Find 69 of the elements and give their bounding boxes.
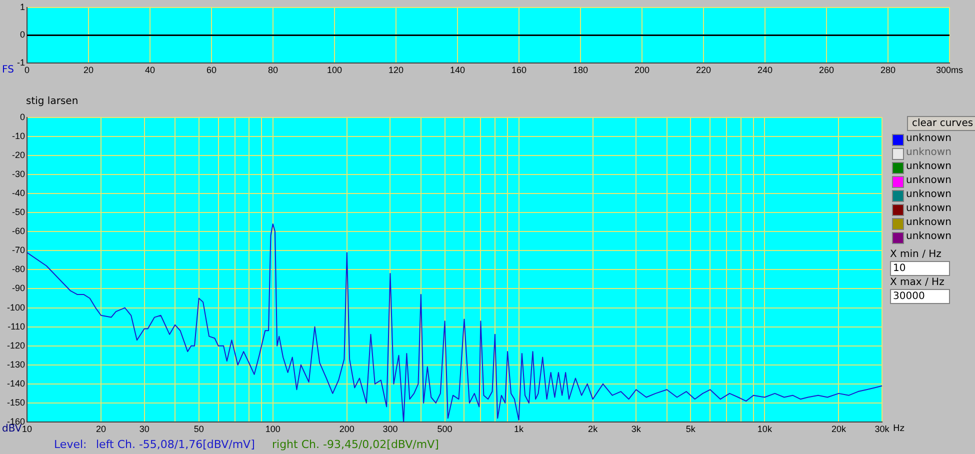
y-axis-title: dBV	[2, 424, 22, 435]
y-tick-label: -110	[8, 321, 25, 332]
text: left Ch. -55,08/1,76[dBV/mV]	[96, 438, 255, 451]
text: X max / Hz	[890, 277, 944, 288]
x-tick-label: 260	[818, 64, 834, 75]
x-tick-label: 200	[339, 424, 354, 434]
text: 30000	[890, 289, 950, 304]
text: unknown	[906, 189, 952, 200]
x-tick-label: 280	[880, 64, 896, 75]
y-tick-label: -20	[12, 150, 25, 160]
x-tick-label: 40	[144, 64, 156, 75]
x-tick-label: 140	[450, 64, 466, 75]
y-tick-label: -90	[12, 283, 25, 294]
y-tick-label: -150	[6, 397, 25, 408]
text: unknown	[906, 147, 952, 158]
text: right Ch. -93,45/0,02[dBV/mV]	[272, 438, 439, 451]
y-tick-label: 1	[20, 2, 25, 12]
y-tick-label: 0	[20, 30, 25, 40]
text: clear curves	[907, 116, 975, 131]
x-tick-label: 240	[757, 64, 773, 75]
x-tick-label: 5k	[686, 424, 696, 434]
y-tick-label: -10	[12, 130, 25, 141]
text: unknown	[906, 133, 952, 144]
x-tick-label: 300	[382, 424, 398, 434]
x-tick-label: 20k	[831, 424, 846, 434]
text: unknown	[906, 203, 952, 214]
x-tick-label: 20	[96, 424, 106, 434]
x-tick-label: 80	[268, 64, 278, 75]
x-tick-label: 1k	[514, 424, 524, 434]
x-tick-label: 60	[206, 64, 217, 75]
y-tick-label: -120	[6, 340, 25, 350]
x-tick-label: 220	[696, 64, 712, 75]
x-tick-label: 120	[388, 64, 404, 75]
y-tick-label: -140	[6, 378, 25, 388]
x-tick-label: 2k	[588, 424, 598, 434]
y-tick-label: -80	[12, 264, 25, 274]
y-axis-title: FS	[2, 64, 14, 76]
x-tick-label: 100	[265, 424, 280, 434]
x-tick-label: 160	[511, 64, 527, 75]
x-tick-label: 180	[572, 64, 588, 75]
y-tick-label: -70	[12, 245, 25, 256]
x-tick-label: 200	[634, 64, 650, 75]
text: unknown	[906, 161, 952, 172]
x-tick-label: 3k	[631, 424, 642, 434]
x-tick-label: 30k	[874, 424, 890, 434]
text: unknown	[906, 231, 952, 242]
x-tick-label: 50	[194, 424, 204, 434]
y-tick-label: -1	[16, 57, 25, 68]
y-tick-label: 0	[20, 112, 25, 122]
y-tick-label: -40	[12, 188, 25, 198]
text: Level:	[54, 438, 87, 451]
x-tick-label: 10k	[757, 424, 772, 434]
text: unknown	[906, 217, 952, 228]
text: 10	[890, 261, 950, 276]
x-tick-label: 10	[22, 424, 32, 434]
text: unknown	[906, 175, 952, 186]
text: X min / Hz	[890, 249, 942, 260]
y-tick-label: -60	[12, 226, 25, 236]
y-tick-label: -30	[12, 168, 25, 179]
x-tick-label: 30	[139, 424, 150, 434]
x-tick-label: 500	[437, 424, 452, 434]
y-tick-label: -100	[6, 302, 25, 312]
x-tick-label: 300ms	[936, 64, 964, 75]
x-tick-label: 100	[326, 64, 342, 75]
x-axis-title: Hz	[893, 424, 905, 434]
x-tick-label: 20	[83, 64, 94, 75]
y-tick-label: -50	[12, 207, 25, 218]
y-tick-label: -130	[6, 359, 25, 370]
text: stig larsen	[26, 96, 78, 107]
